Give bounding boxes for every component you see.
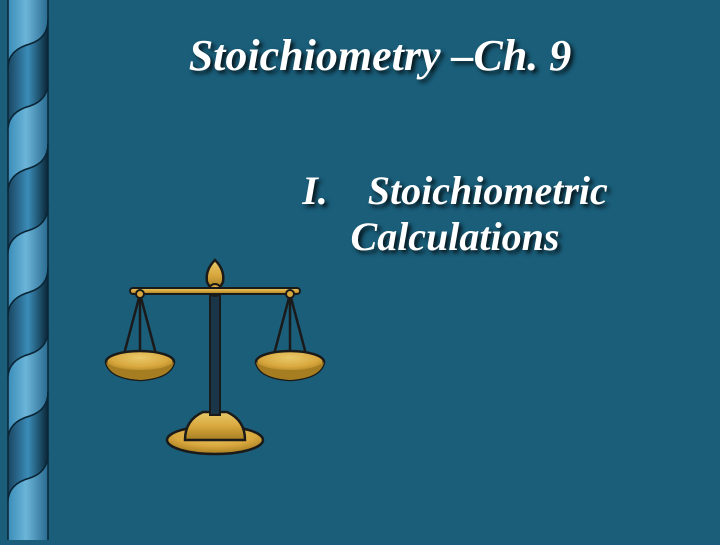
subtitle-number: I.: [302, 168, 328, 213]
balance-scale-icon: [95, 240, 335, 460]
slide-title: Stoichiometry –Ch. 9: [80, 30, 680, 81]
subtitle-text: Stoichiometric Calculations: [351, 168, 608, 259]
decorative-ribbon: [0, 0, 56, 540]
